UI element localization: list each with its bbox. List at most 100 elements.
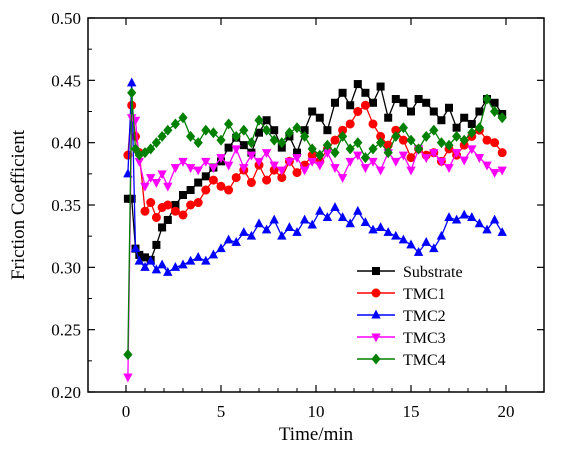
data-point bbox=[421, 154, 431, 163]
data-point bbox=[262, 124, 272, 136]
data-point bbox=[216, 154, 226, 163]
data-point bbox=[330, 202, 340, 211]
data-point bbox=[353, 107, 363, 117]
data-point bbox=[497, 166, 507, 176]
data-point bbox=[406, 134, 416, 146]
data-point bbox=[292, 168, 302, 178]
data-point bbox=[337, 212, 348, 221]
data-point bbox=[178, 259, 188, 269]
data-point bbox=[239, 164, 249, 173]
data-point bbox=[398, 151, 409, 161]
data-point bbox=[361, 88, 370, 97]
data-point bbox=[239, 141, 248, 150]
series-layer bbox=[123, 77, 507, 383]
data-point bbox=[482, 224, 492, 234]
data-point bbox=[140, 261, 150, 271]
data-point bbox=[208, 175, 218, 185]
data-point bbox=[391, 157, 401, 167]
y-tick-label: 0.30 bbox=[51, 258, 81, 277]
data-point bbox=[163, 215, 172, 224]
data-point bbox=[436, 157, 447, 167]
data-point bbox=[421, 130, 431, 142]
data-point bbox=[170, 206, 180, 216]
legend-item-tmc1: TMC1 bbox=[357, 286, 446, 303]
data-point bbox=[300, 130, 310, 142]
data-point bbox=[163, 182, 173, 192]
data-point bbox=[270, 126, 279, 135]
data-point bbox=[368, 224, 378, 234]
data-point bbox=[123, 349, 133, 361]
series-tmc3 bbox=[123, 114, 507, 383]
data-point bbox=[262, 116, 271, 125]
data-point bbox=[123, 373, 133, 383]
legend-marker bbox=[371, 333, 381, 343]
data-point bbox=[231, 145, 241, 155]
data-point bbox=[292, 122, 302, 134]
data-point bbox=[489, 169, 500, 178]
data-point bbox=[254, 218, 264, 228]
x-tick-label: 10 bbox=[308, 402, 325, 421]
data-point bbox=[292, 227, 302, 236]
data-point bbox=[368, 119, 378, 129]
data-point bbox=[254, 114, 264, 126]
data-point bbox=[127, 194, 136, 203]
series-tmc4 bbox=[123, 87, 507, 361]
data-point bbox=[345, 143, 355, 155]
y-axis-label: Friction Coefficient bbox=[8, 129, 29, 280]
data-point bbox=[459, 134, 469, 146]
data-point bbox=[452, 130, 462, 142]
data-point bbox=[398, 122, 408, 134]
data-point bbox=[368, 157, 378, 167]
data-point bbox=[269, 161, 279, 171]
legend-item-tmc4: TMC4 bbox=[357, 352, 446, 369]
data-point bbox=[398, 234, 409, 244]
data-point bbox=[178, 112, 188, 124]
data-point bbox=[414, 143, 424, 155]
data-point bbox=[474, 218, 485, 228]
data-point bbox=[497, 148, 507, 158]
legend-label: TMC2 bbox=[403, 308, 446, 325]
data-point bbox=[330, 164, 340, 173]
data-point bbox=[307, 143, 317, 155]
data-point bbox=[322, 212, 333, 221]
data-point bbox=[360, 164, 371, 173]
data-point bbox=[330, 147, 340, 159]
data-point bbox=[223, 234, 234, 244]
data-point bbox=[299, 214, 310, 224]
data-point bbox=[474, 122, 484, 134]
data-point bbox=[262, 175, 272, 185]
data-point bbox=[368, 98, 377, 107]
data-point bbox=[345, 218, 355, 228]
x-axis-label: Time/min bbox=[279, 424, 354, 445]
data-point bbox=[444, 164, 454, 173]
data-point bbox=[163, 266, 173, 276]
data-point bbox=[216, 181, 226, 191]
y-tick-label: 0.35 bbox=[51, 196, 81, 215]
data-point bbox=[444, 139, 454, 151]
data-point bbox=[490, 106, 500, 117]
data-point bbox=[157, 130, 167, 142]
data-point bbox=[157, 170, 167, 180]
y-tick-label: 0.25 bbox=[51, 321, 81, 340]
data-point bbox=[146, 174, 156, 183]
data-point bbox=[284, 157, 295, 167]
data-point bbox=[315, 161, 325, 171]
data-point bbox=[193, 137, 203, 149]
data-point bbox=[193, 198, 203, 208]
data-point bbox=[489, 214, 500, 224]
data-point bbox=[178, 210, 188, 220]
data-point bbox=[201, 157, 211, 167]
x-tick-label: 20 bbox=[498, 402, 515, 421]
data-point bbox=[345, 157, 355, 167]
legend-marker bbox=[371, 288, 381, 298]
data-point bbox=[307, 157, 317, 167]
data-point bbox=[383, 227, 393, 236]
data-point bbox=[140, 182, 150, 192]
data-point bbox=[223, 161, 234, 171]
data-point bbox=[322, 139, 332, 151]
data-point bbox=[467, 127, 477, 139]
data-point bbox=[444, 212, 454, 221]
data-point bbox=[146, 198, 156, 208]
data-point bbox=[231, 130, 241, 142]
data-point bbox=[208, 127, 218, 139]
